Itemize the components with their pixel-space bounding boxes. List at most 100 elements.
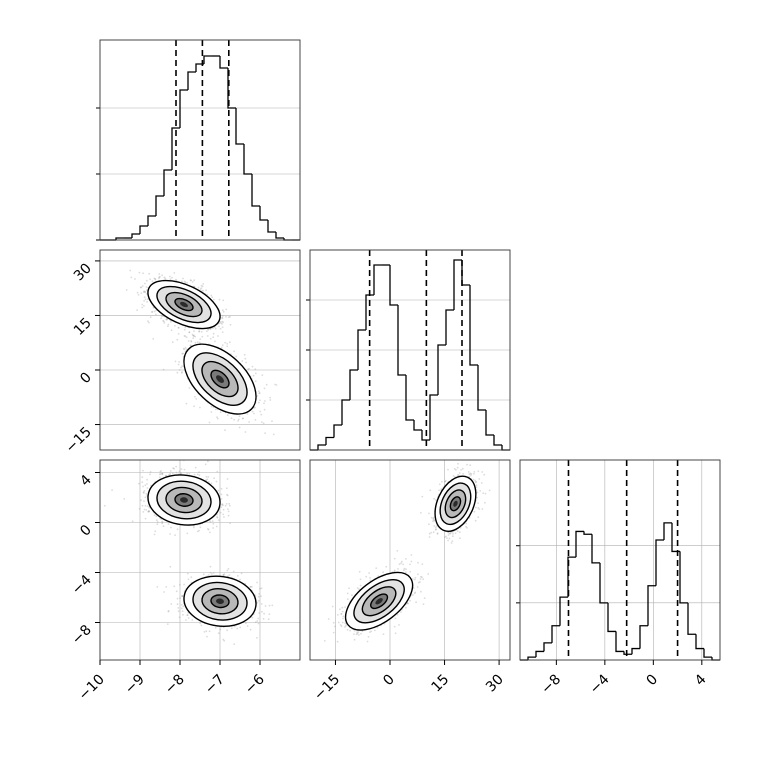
x-tick-label: −4 bbox=[587, 671, 613, 697]
histogram-bin bbox=[267, 220, 276, 233]
histogram-bin bbox=[445, 309, 454, 345]
histogram-bin bbox=[365, 294, 374, 330]
histogram-bin bbox=[671, 522, 680, 553]
x-tick-label: 15 bbox=[428, 672, 452, 696]
histogram-panel-p2: −8 −4 0 4 bbox=[516, 459, 721, 698]
density-core bbox=[216, 375, 224, 383]
x-tick-label: −6 bbox=[242, 671, 268, 697]
histogram-bin bbox=[615, 631, 624, 653]
cluster-contours bbox=[183, 575, 257, 627]
histogram-bin bbox=[349, 369, 358, 400]
x-tick-label: −10 bbox=[76, 672, 108, 704]
x-tick-label: −15 bbox=[311, 672, 343, 704]
cluster-contours bbox=[434, 475, 477, 532]
histogram-bin bbox=[559, 596, 568, 626]
density-layer bbox=[125, 269, 278, 436]
histogram-bin bbox=[179, 89, 188, 128]
histogram-bin bbox=[607, 602, 616, 633]
x-tick-label: 0 bbox=[644, 672, 662, 690]
panel-frame bbox=[309, 459, 511, 661]
histogram-bin bbox=[163, 169, 172, 196]
x-tick-label: 0 bbox=[380, 672, 398, 690]
histogram-bin bbox=[599, 562, 608, 604]
scatter-panel-p1-p2: −15 0 15 30 bbox=[309, 459, 511, 704]
density-core bbox=[375, 598, 383, 605]
histogram-bin bbox=[421, 430, 430, 441]
density-core bbox=[216, 598, 224, 605]
histogram-bin bbox=[357, 329, 366, 370]
panel-frame bbox=[99, 39, 301, 241]
histogram-bin bbox=[469, 285, 478, 366]
histogram-bin bbox=[139, 225, 148, 234]
histogram-bin bbox=[219, 56, 228, 69]
histogram-bin bbox=[413, 420, 422, 431]
histogram-bin bbox=[639, 625, 648, 649]
histogram-bin bbox=[437, 344, 446, 395]
histogram-bin bbox=[333, 424, 342, 438]
histogram-bin bbox=[187, 71, 196, 90]
histogram-bin bbox=[131, 233, 140, 238]
panel-frame bbox=[99, 459, 301, 661]
cluster-contours bbox=[147, 279, 221, 330]
histogram-bin bbox=[623, 651, 632, 655]
y-tick-label: −4 bbox=[69, 572, 95, 598]
y-tick-label: −15 bbox=[63, 424, 95, 456]
histogram-bin bbox=[115, 237, 124, 240]
x-tick-label: −8 bbox=[538, 672, 564, 698]
density-layer bbox=[103, 460, 274, 645]
cluster-contours bbox=[344, 571, 414, 631]
y-tick-label: 15 bbox=[71, 315, 95, 339]
scatter-panel-p0-p2: −10 −9 −8 −7 −6 4 0 −4 −8 bbox=[69, 459, 301, 704]
y-tick-label: 0 bbox=[77, 370, 95, 388]
histogram-bin bbox=[527, 656, 536, 660]
histogram-bin bbox=[317, 444, 326, 450]
histogram-bin bbox=[655, 539, 664, 586]
y-tick-label: −8 bbox=[69, 622, 95, 648]
histogram-bin bbox=[535, 650, 544, 658]
panel-frame bbox=[519, 459, 721, 661]
histogram-bin bbox=[453, 259, 462, 310]
histogram-bin bbox=[477, 365, 486, 411]
density-layer bbox=[323, 462, 491, 643]
histogram-bin bbox=[203, 55, 212, 64]
histogram-bin bbox=[551, 625, 560, 643]
x-tick-label: 30 bbox=[483, 672, 507, 696]
histogram-panel-p0 bbox=[96, 39, 301, 241]
histogram-bin bbox=[695, 634, 704, 650]
histogram-bin bbox=[389, 265, 398, 306]
histogram-bin bbox=[325, 436, 334, 445]
x-tick-label: −9 bbox=[122, 672, 148, 698]
histogram-bin bbox=[429, 394, 438, 440]
density-core bbox=[180, 497, 188, 503]
histogram-bin bbox=[397, 305, 406, 376]
histogram-bin bbox=[235, 108, 244, 145]
panel-frame bbox=[309, 249, 511, 451]
histogram-bin bbox=[251, 174, 260, 207]
histogram-bin bbox=[147, 215, 156, 226]
x-tick-label: −7 bbox=[202, 672, 228, 698]
histogram-bin bbox=[155, 195, 164, 216]
scatter-panel-p0-p1: 30 15 0 −15 bbox=[63, 249, 301, 456]
histogram-bin bbox=[501, 445, 510, 451]
cluster-contours bbox=[147, 474, 221, 526]
histogram-bin bbox=[275, 232, 284, 239]
cluster-contours bbox=[183, 343, 257, 415]
x-tick-label: 4 bbox=[692, 671, 710, 689]
histogram-bin bbox=[591, 534, 600, 564]
density-core bbox=[453, 500, 458, 507]
y-tick-label: 0 bbox=[77, 522, 95, 540]
histogram-bin bbox=[583, 531, 592, 535]
histogram-bin bbox=[259, 206, 268, 221]
histogram-bin bbox=[171, 127, 180, 170]
panel-frame bbox=[99, 249, 301, 451]
histogram-bin bbox=[485, 410, 494, 436]
y-tick-label: 4 bbox=[77, 472, 95, 490]
x-tick-label: −8 bbox=[162, 672, 188, 698]
histogram-bin bbox=[373, 264, 382, 295]
histogram-bin bbox=[679, 551, 688, 604]
histogram-bin bbox=[575, 530, 584, 558]
histogram-bin bbox=[461, 260, 470, 286]
histogram-bin bbox=[687, 602, 696, 635]
histogram-bin bbox=[195, 63, 204, 72]
